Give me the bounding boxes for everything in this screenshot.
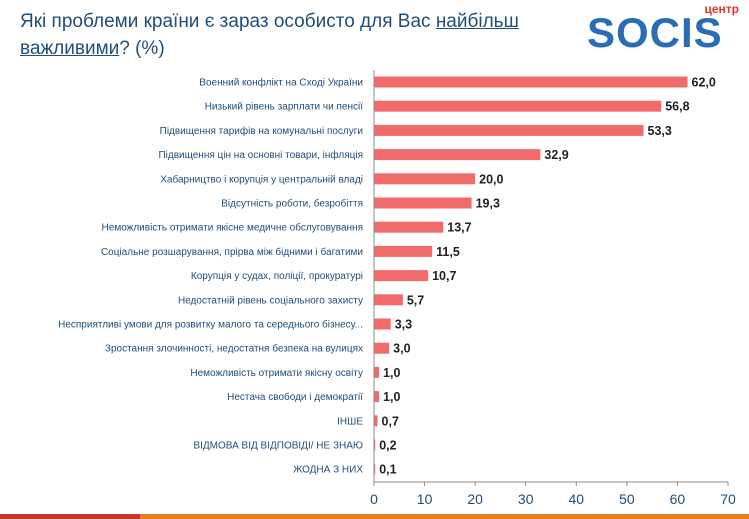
data-label: 13,7 [447, 221, 471, 235]
category-label: Неможливість отримати якісну освіту [190, 368, 363, 379]
bar [374, 391, 380, 403]
bottom-bar-segment-red [0, 514, 140, 519]
x-tick-label: 40 [568, 491, 584, 507]
data-label: 1,0 [383, 390, 400, 404]
bar [374, 342, 390, 354]
category-label: Несприятливі умови для розвитку малого т… [58, 319, 363, 331]
logo-main-text: SOCIS [587, 9, 723, 56]
data-label: 62,0 [692, 76, 716, 90]
bar [374, 197, 472, 209]
data-label: 5,7 [407, 293, 424, 307]
chart-title-suffix: ? (%) [119, 38, 165, 59]
data-label: 0,1 [379, 463, 396, 477]
category-label: Підвищення тарифів на комунальні послуги [160, 125, 363, 137]
bar [374, 439, 376, 451]
bar [374, 245, 433, 257]
logo-top-text: центр [704, 2, 739, 16]
category-label: Підвищення цін на основні товари, інфляц… [158, 149, 363, 161]
data-label: 1,0 [383, 366, 400, 380]
bar [374, 270, 429, 282]
bar [374, 173, 476, 185]
category-label: ІНШЕ [337, 416, 363, 427]
bar [374, 149, 541, 161]
x-tick-label: 20 [467, 491, 483, 507]
x-tick-label: 10 [417, 491, 433, 507]
data-label: 3,0 [393, 342, 410, 356]
data-label: 53,3 [648, 124, 672, 138]
bottom-bar-segment-orange [140, 514, 749, 519]
category-label: Низький рівень зарплати чи пенсії [205, 102, 364, 113]
x-tick-label: 70 [720, 491, 736, 507]
bar [374, 76, 688, 88]
category-label: Корупція у судах, поліції, прокуратурі [191, 271, 363, 282]
chart-title: Які проблеми країни є зараз особисто для… [20, 8, 560, 62]
bar [374, 318, 391, 330]
category-label: ВІДМОВА ВІД ВІДПОВІДІ/ НЕ ЗНАЮ [193, 441, 363, 452]
x-tick-label: 0 [370, 491, 378, 507]
data-label: 10,7 [432, 269, 456, 283]
chart-title-prefix: Які проблеми країни є зараз особисто для… [20, 11, 431, 32]
data-label: 20,0 [479, 172, 503, 186]
bottom-decorative-bar [0, 514, 749, 519]
data-label: 0,2 [379, 439, 396, 453]
category-label: Відсутність роботи, безробіття [221, 198, 363, 210]
bar [374, 124, 644, 136]
chart-title-emphasis: найбільш важливими [20, 11, 519, 59]
bar [374, 463, 376, 475]
bar [374, 366, 380, 378]
data-label: 56,8 [665, 100, 689, 114]
data-label: 0,7 [382, 414, 399, 428]
category-label: Недостатній рівень соціального захисту [178, 295, 363, 306]
category-label: Неможливість отримати якісне медичне обс… [102, 222, 363, 234]
socis-logo: центр SOCIS [585, 2, 745, 58]
x-tick-label: 60 [670, 491, 686, 507]
data-label: 32,9 [544, 148, 568, 162]
category-label: Военний конфлікт на Сході України [199, 77, 363, 89]
category-label: ЖОДНА З НИХ [293, 465, 363, 476]
x-tick-label: 30 [518, 491, 534, 507]
bar [374, 415, 378, 427]
category-label: Хабарництво і корупція у центральній вла… [160, 173, 363, 185]
data-label: 19,3 [476, 197, 500, 211]
x-tick-label: 50 [619, 491, 635, 507]
bar [374, 294, 403, 306]
data-label: 11,5 [436, 245, 460, 259]
category-label: Зростання злочинності, недостатня безпек… [105, 343, 363, 355]
data-label: 3,3 [395, 318, 412, 332]
bar [374, 100, 662, 112]
category-label: Соціальне розшарування, прірва між бідни… [101, 246, 363, 258]
category-label: Нестача свободи і демократії [227, 391, 363, 403]
bar [374, 221, 444, 233]
